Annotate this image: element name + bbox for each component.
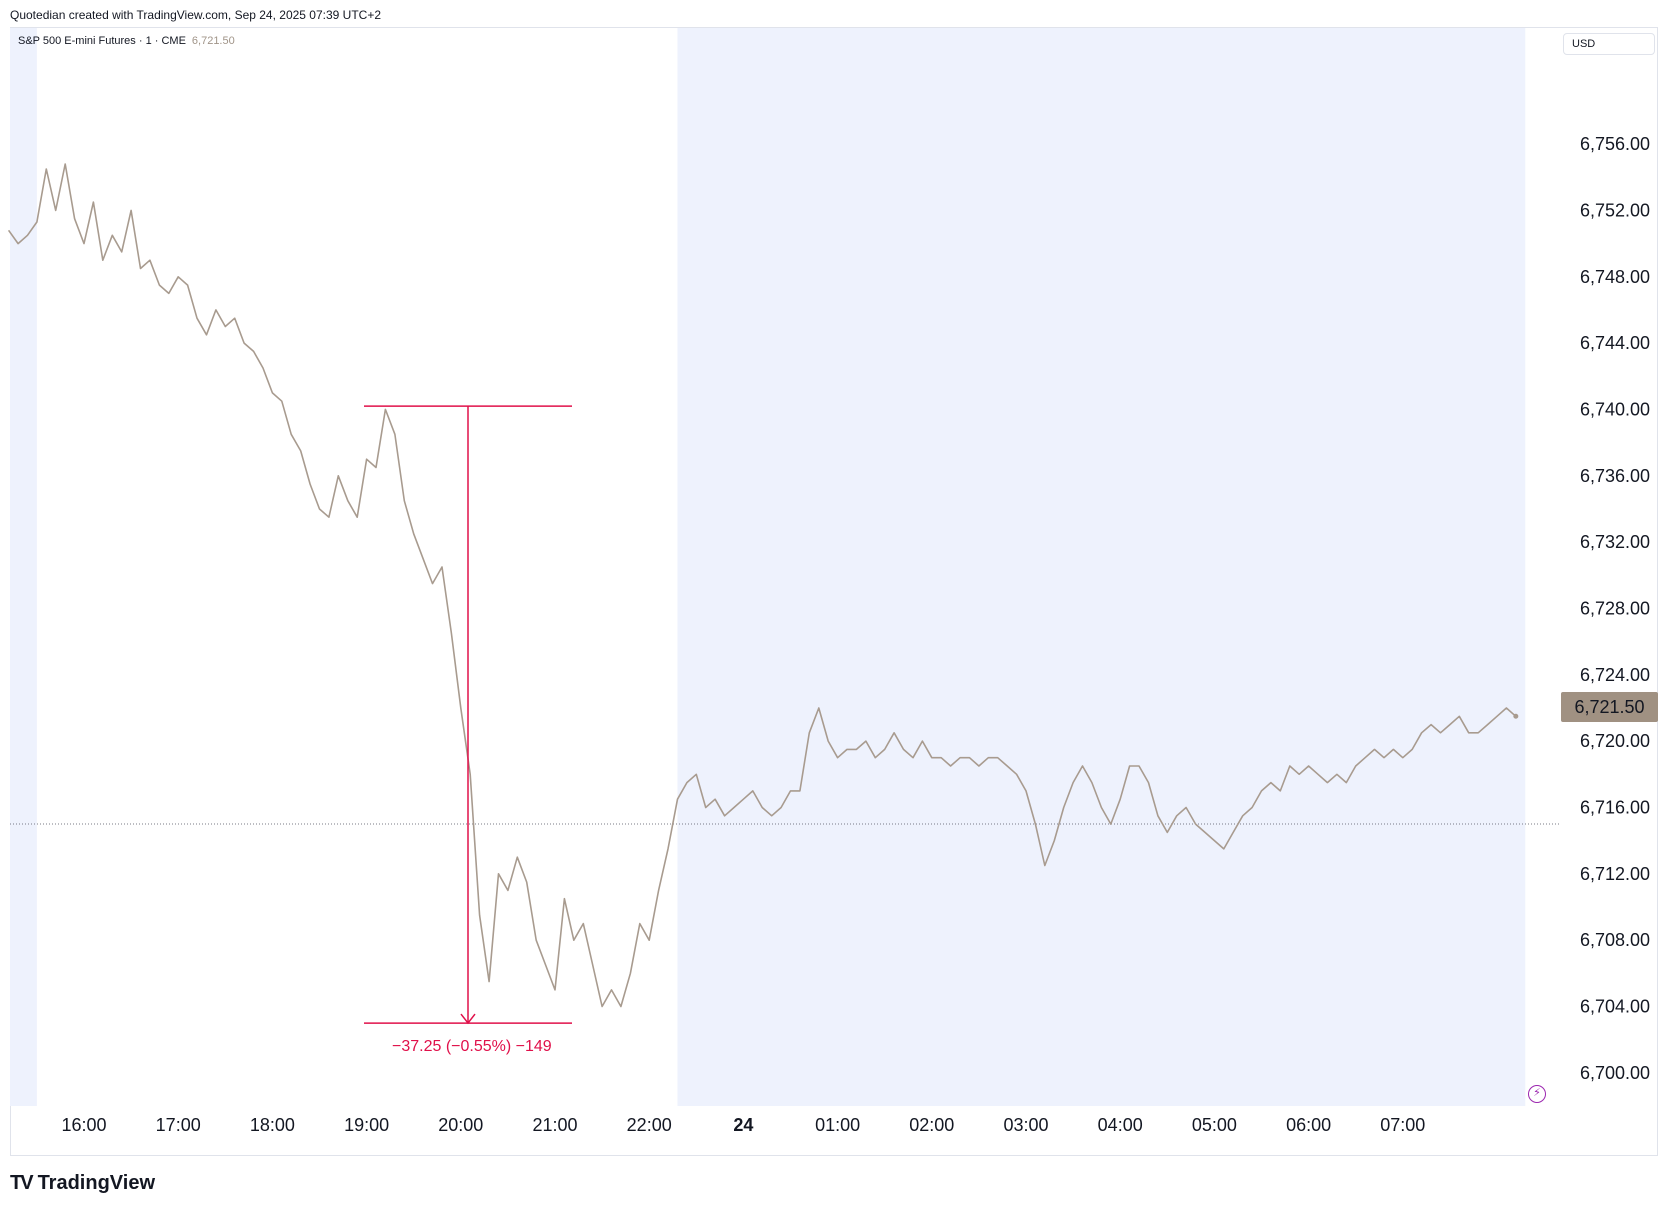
x-tick-label: 04:00	[1098, 1115, 1143, 1135]
x-tick-label: 20:00	[438, 1115, 483, 1135]
chart-caption: Quotedian created with TradingView.com, …	[10, 8, 382, 22]
tradingview-mark-icon: TV	[10, 1172, 34, 1194]
y-tick-label: 6,704.00	[1580, 996, 1650, 1016]
y-tick-label: 6,744.00	[1580, 333, 1650, 353]
x-tick-label: 02:00	[909, 1115, 954, 1135]
measure-label: −37.25 (−0.55%) −149	[392, 1038, 552, 1055]
lightning-icon[interactable]: ⚡	[1528, 1085, 1546, 1103]
y-tick-label: 6,708.00	[1580, 930, 1650, 950]
tradingview-brand: TradingView	[37, 1172, 156, 1194]
x-tick-label: 17:00	[156, 1115, 201, 1135]
x-tick-label: 07:00	[1380, 1115, 1425, 1135]
symbol-name: S&P 500 E-mini Futures · 1 · CME	[18, 35, 186, 47]
last-price-badge: 6,721.50	[1561, 692, 1658, 722]
y-tick-label: 6,736.00	[1580, 466, 1650, 486]
y-tick-label: 6,740.00	[1580, 399, 1650, 419]
price-line	[7, 163, 1517, 1008]
symbol-legend[interactable]: S&P 500 E-mini Futures · 1 · CME 6,721.5…	[18, 35, 235, 47]
x-tick-label: 03:00	[1003, 1115, 1048, 1135]
y-tick-label: 6,712.00	[1580, 864, 1650, 884]
x-tick-label: 05:00	[1192, 1115, 1237, 1135]
y-tick-label: 6,728.00	[1580, 598, 1650, 618]
x-tick-label: 22:00	[627, 1115, 672, 1135]
y-tick-label: 6,748.00	[1580, 267, 1650, 287]
x-tick-label: 16:00	[61, 1115, 106, 1135]
x-tick-label: 18:00	[250, 1115, 295, 1135]
y-tick-label: 6,720.00	[1580, 731, 1650, 751]
session-shade-0	[10, 28, 37, 1106]
y-tick-label: 6,724.00	[1580, 665, 1650, 685]
x-tick-label: 21:00	[532, 1115, 577, 1135]
x-tick-label: 01:00	[815, 1115, 860, 1135]
last-price-dot	[1513, 713, 1519, 719]
measure-arrowhead	[460, 1013, 476, 1025]
currency-button[interactable]: USD	[1563, 33, 1655, 55]
x-tick-label: 24	[733, 1115, 753, 1135]
x-tick-label: 06:00	[1286, 1115, 1331, 1135]
x-tick-label: 19:00	[344, 1115, 389, 1135]
y-tick-label: 6,732.00	[1580, 532, 1650, 552]
y-tick-label: 6,700.00	[1580, 1063, 1650, 1083]
session-shade-1	[677, 28, 1526, 1106]
tradingview-logo[interactable]: TV TradingView	[10, 1172, 155, 1195]
y-tick-label: 6,752.00	[1580, 200, 1650, 220]
symbol-last-price: 6,721.50	[191, 35, 235, 47]
y-tick-label: 6,756.00	[1580, 134, 1650, 154]
y-tick-label: 6,716.00	[1580, 797, 1650, 817]
